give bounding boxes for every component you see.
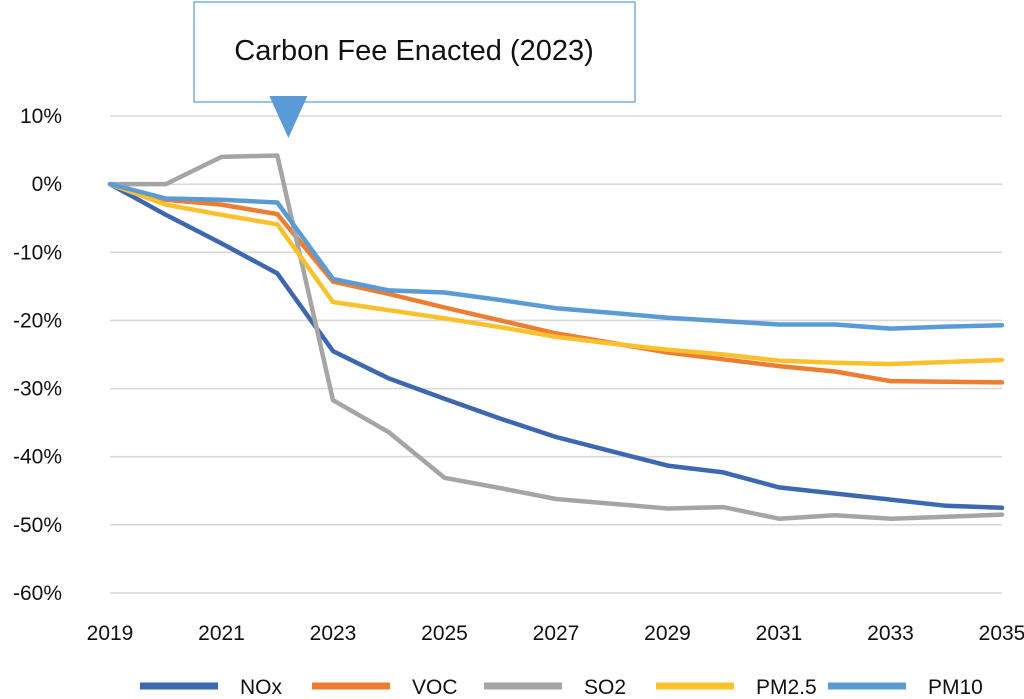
annotation-callout: Carbon Fee Enacted (2023) xyxy=(193,1,636,138)
y-tick-label: -50% xyxy=(13,514,62,537)
legend-label: PM2.5 xyxy=(756,676,817,699)
y-tick-label: 0% xyxy=(32,173,62,196)
x-tick-label: 2029 xyxy=(644,622,691,645)
y-tick-label: -30% xyxy=(13,378,62,401)
x-tick-label: 2035 xyxy=(979,622,1024,645)
x-tick-label: 2027 xyxy=(533,622,580,645)
x-tick-label: 2025 xyxy=(421,622,468,645)
callout-arrow-icon xyxy=(269,96,308,138)
x-tick-label: 2023 xyxy=(310,622,357,645)
legend-label: NOx xyxy=(240,676,283,699)
x-tick-label: 2031 xyxy=(756,622,803,645)
grid-layer xyxy=(110,115,1002,594)
y-tick-label: -20% xyxy=(13,309,62,332)
legend-label: PM10 xyxy=(928,676,983,699)
series-line-pm10 xyxy=(107,181,1005,331)
legend-label: SO2 xyxy=(584,676,626,699)
y-tick-label: 10% xyxy=(20,105,62,128)
y-tick-label: -60% xyxy=(13,582,62,605)
y-tick-label: -10% xyxy=(13,241,62,264)
x-tick-label: 2019 xyxy=(87,622,134,645)
y-tick-label: -40% xyxy=(13,446,62,469)
series-line-pm25 xyxy=(107,181,1005,367)
series-layer xyxy=(107,153,1005,521)
x-tick-label: 2021 xyxy=(198,622,245,645)
series-line-nox xyxy=(107,181,1005,511)
callout-box xyxy=(193,1,636,103)
legend: NOx VOC SO2 PM2.5 PM10 xyxy=(140,676,983,699)
series-line-so2 xyxy=(107,153,1005,521)
legend-label: VOC xyxy=(412,676,458,699)
axis-layer: 10% 0% -10% -20% -30% -40% -50% -60% 2019 2021 202… xyxy=(13,105,1024,645)
series-line-voc xyxy=(107,181,1005,385)
x-tick-label: 2033 xyxy=(867,622,914,645)
callout-text: Carbon Fee Enacted (2023) xyxy=(234,35,594,67)
